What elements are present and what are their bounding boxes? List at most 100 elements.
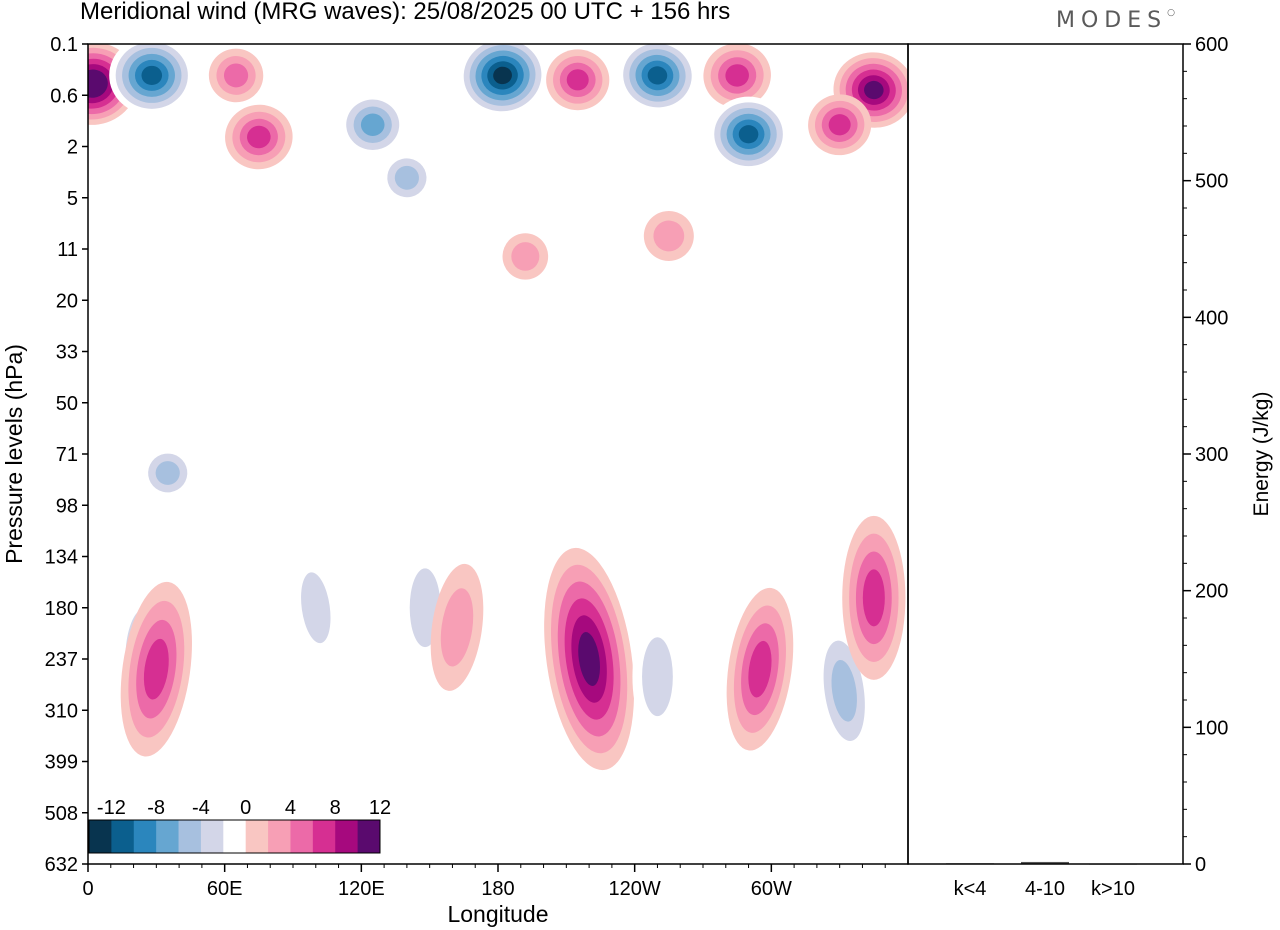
field-anomaly	[430, 563, 484, 691]
contour-band	[831, 659, 857, 722]
field-anomaly	[379, 150, 435, 205]
field-anomaly	[338, 92, 407, 157]
contour-band	[862, 569, 885, 627]
field-anomaly	[726, 587, 794, 751]
contour-band	[511, 242, 540, 271]
x-tick-label: 180	[481, 878, 514, 900]
colorbar-swatch	[200, 820, 224, 853]
contour-band	[155, 461, 180, 485]
field-anomaly	[842, 515, 906, 680]
energy-bar	[1021, 861, 1069, 864]
field-anomaly	[708, 96, 789, 172]
field-anomaly	[225, 104, 293, 170]
y-tick-label: 399	[45, 752, 78, 774]
y-tick-label: 632	[45, 854, 78, 876]
field-anomaly	[833, 52, 908, 128]
y-tick-label: 237	[45, 649, 78, 671]
field-anomaly	[208, 48, 264, 103]
contour-band	[748, 640, 772, 698]
colorbar-swatch	[357, 820, 381, 853]
x-tick-label: 60E	[207, 878, 243, 900]
energy-category-label: 4-10	[1025, 878, 1065, 900]
field-anomaly	[502, 233, 549, 280]
contour-band	[653, 220, 685, 252]
energy-y-tick-label: 300	[1195, 444, 1228, 466]
contour-band	[301, 572, 331, 644]
y-tick-label: 2	[67, 137, 78, 159]
x-axis-label: Longitude	[447, 901, 548, 927]
y-tick-label: 0.1	[50, 34, 78, 56]
contour-band	[566, 69, 589, 91]
contour-band	[647, 66, 668, 85]
y-tick-label: 180	[45, 598, 78, 620]
colorbar-swatch	[290, 820, 314, 853]
colorbar-swatch	[223, 820, 247, 853]
energy-y-tick-label: 100	[1195, 717, 1228, 739]
colorbar-swatch	[312, 820, 336, 853]
y-tick-label: 98	[56, 495, 78, 517]
axis-labels: 0 60E 120E 180 120W 60W Longitude 0.1 0.6 2 5 11 20 3…	[1, 34, 1273, 927]
colorbar-frame	[88, 819, 381, 854]
energy-y-tick-label: 500	[1195, 171, 1228, 193]
colorbar-swatch	[156, 820, 180, 853]
y-tick-label: 5	[67, 188, 78, 210]
x-tick-label: 60W	[751, 878, 792, 900]
energy-y-tick-label: 400	[1195, 307, 1228, 329]
colorbar-tick-label: 8	[330, 797, 341, 819]
colorbar: -12 -8 -4 0 4 8 12	[88, 797, 391, 854]
y-tick-label: 71	[56, 444, 78, 466]
field-anomaly	[617, 44, 698, 114]
contour-band	[223, 63, 249, 88]
contour-band	[828, 114, 851, 136]
y-tick-label: 33	[56, 342, 78, 364]
y-tick-label: 20	[56, 290, 78, 312]
colorbar-swatch	[89, 820, 112, 853]
contour-band	[493, 66, 512, 85]
energy-y-tick-label: 200	[1195, 581, 1228, 603]
colorbar-tick-label: -8	[147, 797, 165, 819]
contour-band	[864, 80, 884, 100]
heatmap-frame	[87, 43, 909, 865]
y-tick-label: 11	[57, 239, 78, 261]
contour-band	[394, 165, 419, 190]
energy-category-label: k>10	[1091, 878, 1135, 900]
colorbar-tick-label: 0	[240, 797, 251, 819]
x-tick-label: 0	[82, 878, 93, 900]
y-tick-label: 0.6	[50, 85, 78, 107]
contour-band	[143, 638, 169, 700]
colorbar-tick-label: -4	[192, 797, 210, 819]
field-anomaly	[808, 94, 872, 156]
energy-category-label: k<4	[954, 878, 987, 900]
field-anomaly	[457, 44, 548, 117]
axes	[82, 43, 1191, 872]
field-anomaly	[291, 550, 340, 666]
y-tick-label: 50	[56, 393, 78, 415]
energy-axis-label: Energy (J/kg)	[1250, 392, 1273, 517]
y-tick-label: 134	[45, 547, 78, 569]
field-anomaly	[544, 547, 635, 771]
y-tick-label: 310	[45, 700, 78, 722]
contour-band	[738, 125, 759, 144]
colorbar-tick-label: -12	[97, 797, 126, 819]
x-tick-label: 120W	[609, 878, 661, 900]
contour-band	[725, 64, 749, 87]
contour-band	[578, 632, 600, 686]
field-anomaly	[109, 44, 195, 115]
contour-band	[247, 125, 271, 149]
colorbar-swatch	[133, 820, 157, 853]
energy-y-tick-label: 600	[1195, 34, 1228, 56]
colorbar-swatch	[178, 820, 202, 853]
colorbar-tick-label: 12	[369, 797, 391, 819]
heatmap-layer	[88, 44, 908, 771]
colorbar-swatch	[335, 820, 359, 853]
x-tick-label: 120E	[338, 878, 385, 900]
field-anomaly	[140, 446, 195, 500]
contour-band	[440, 588, 474, 667]
contour-band	[88, 74, 102, 93]
contour-band	[642, 637, 673, 717]
modes-logo: MODES○	[1056, 8, 1175, 33]
colorbar-tick-label: 4	[285, 797, 296, 819]
y-axis-label: Pressure levels (hPa)	[1, 344, 27, 564]
field-anomaly	[632, 612, 683, 741]
